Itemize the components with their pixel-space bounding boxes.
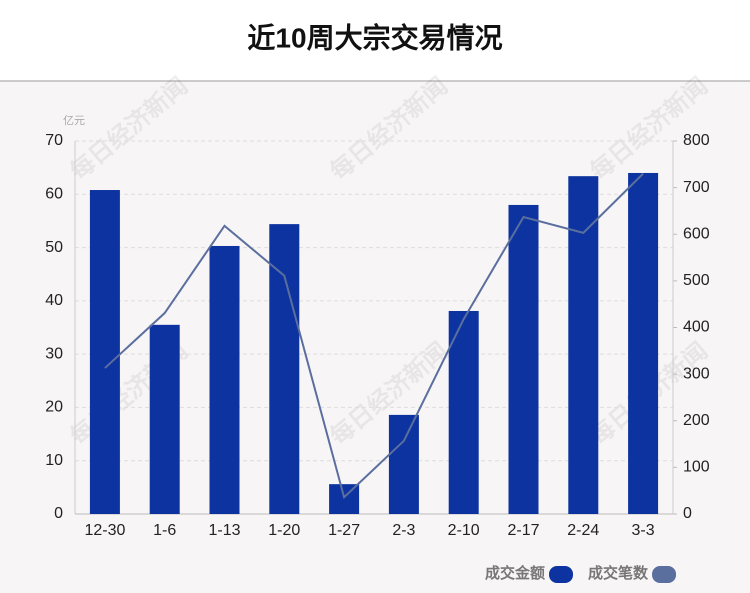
- bar: [508, 204, 539, 514]
- legend-swatch: [549, 566, 574, 583]
- chart-title: 近10周大宗交易情况: [247, 21, 502, 53]
- y-unit: 亿元: [63, 114, 85, 127]
- watermark: 每日经济新闻: [585, 72, 713, 186]
- x-tick-label: 2-3: [392, 522, 415, 539]
- bar: [388, 414, 419, 514]
- legend-label: 成交笔数: [588, 564, 649, 582]
- x-tick-label: 2-10: [448, 522, 480, 539]
- y2-tick-label: 0: [683, 505, 692, 522]
- y-tick-label: 40: [45, 292, 63, 309]
- bar: [448, 310, 479, 514]
- y2-tick-label: 400: [683, 319, 710, 336]
- bar: [149, 324, 180, 514]
- y-tick-label: 0: [54, 505, 63, 522]
- x-tick-label: 2-24: [567, 522, 599, 539]
- y-tick-label: 70: [45, 132, 63, 149]
- y2-tick-label: 200: [683, 412, 710, 429]
- x-tick-label: 12-30: [84, 522, 125, 539]
- y2-tick-label: 600: [683, 225, 710, 242]
- x-tick-label: 1-13: [208, 522, 240, 539]
- bar: [269, 224, 300, 514]
- x-tick-label: 1-6: [153, 522, 176, 539]
- line: [104, 172, 644, 500]
- legend-label: 成交金额: [485, 564, 545, 582]
- legend-swatch: [652, 566, 677, 583]
- bar: [89, 190, 120, 514]
- y-tick-label: 10: [45, 452, 63, 469]
- y-tick-label: 20: [45, 399, 63, 416]
- watermark: 每日经济新闻: [65, 72, 193, 186]
- watermark: 每日经济新闻: [325, 72, 453, 186]
- y2-tick-label: 300: [683, 365, 710, 382]
- x-tick-label: 2-17: [507, 522, 539, 539]
- header-bg: [0, 0, 750, 81]
- x-tick-label: 3-3: [632, 522, 655, 539]
- y2-tick-label: 500: [683, 272, 710, 289]
- bar: [209, 245, 240, 515]
- y-tick-label: 60: [45, 186, 63, 203]
- bar: [628, 172, 659, 514]
- y2-tick-label: 100: [683, 459, 710, 476]
- y2-tick-label: 700: [683, 179, 710, 196]
- y-tick-label: 30: [45, 345, 63, 362]
- x-tick-label: 1-27: [328, 522, 360, 539]
- x-tick-label: 1-20: [268, 522, 300, 539]
- y-tick-label: 50: [45, 239, 63, 256]
- bar: [568, 176, 599, 514]
- y2-tick-label: 800: [683, 132, 710, 149]
